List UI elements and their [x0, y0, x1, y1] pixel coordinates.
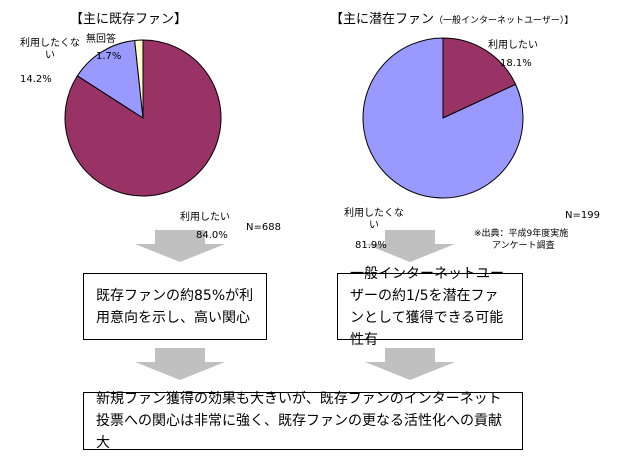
title-text: 【主に既存ファン】	[70, 12, 188, 27]
pie-slice	[134, 39, 144, 119]
title-text: 【主に潜在ファン	[330, 12, 435, 27]
finding-box: 一般インターネットユーザーの約1/5を潜在ファンとして獲得できる可能性有	[337, 266, 523, 348]
value-label: 14.2%	[20, 74, 52, 85]
slice-label: 無回答	[86, 34, 116, 45]
finding-box: 既存ファンの約85%が利用意向を示し、高い関心	[83, 273, 267, 340]
sample-size: N=688	[246, 222, 281, 233]
pie-slice	[362, 37, 524, 199]
conclusion-box: 新規ファン獲得の効果も大きいが、既存ファンのインターネット投票への関心は非常に強…	[83, 391, 523, 451]
pie-slice	[76, 39, 144, 119]
pie-slice	[64, 39, 222, 197]
title-small: （一般インターネットユーザー）】	[434, 16, 574, 26]
arrows	[135, 230, 455, 380]
slice-label: 利用したくない	[344, 208, 404, 231]
slice-label: 利用したい	[180, 212, 230, 223]
value-label: 81.9%	[355, 240, 387, 251]
chart-title: 【主に既存ファン】	[70, 8, 187, 27]
pie-slice	[442, 37, 517, 119]
source-line: アンケート調査	[492, 241, 555, 251]
source-note: ※出典：平成9年度実施 アンケート調査	[474, 228, 568, 252]
sample-size: N=199	[565, 210, 600, 221]
value-label: 84.0%	[196, 230, 228, 241]
value-label: 18.1%	[500, 58, 532, 69]
slice-label: 利用したくない	[20, 38, 80, 61]
value-label: 1.7%	[96, 51, 122, 62]
chart-title: 【主に潜在ファン（一般インターネットユーザー）】	[330, 8, 573, 27]
source-line: ※出典：平成9年度実施	[474, 229, 569, 239]
slice-label: 利用したい	[488, 40, 538, 51]
